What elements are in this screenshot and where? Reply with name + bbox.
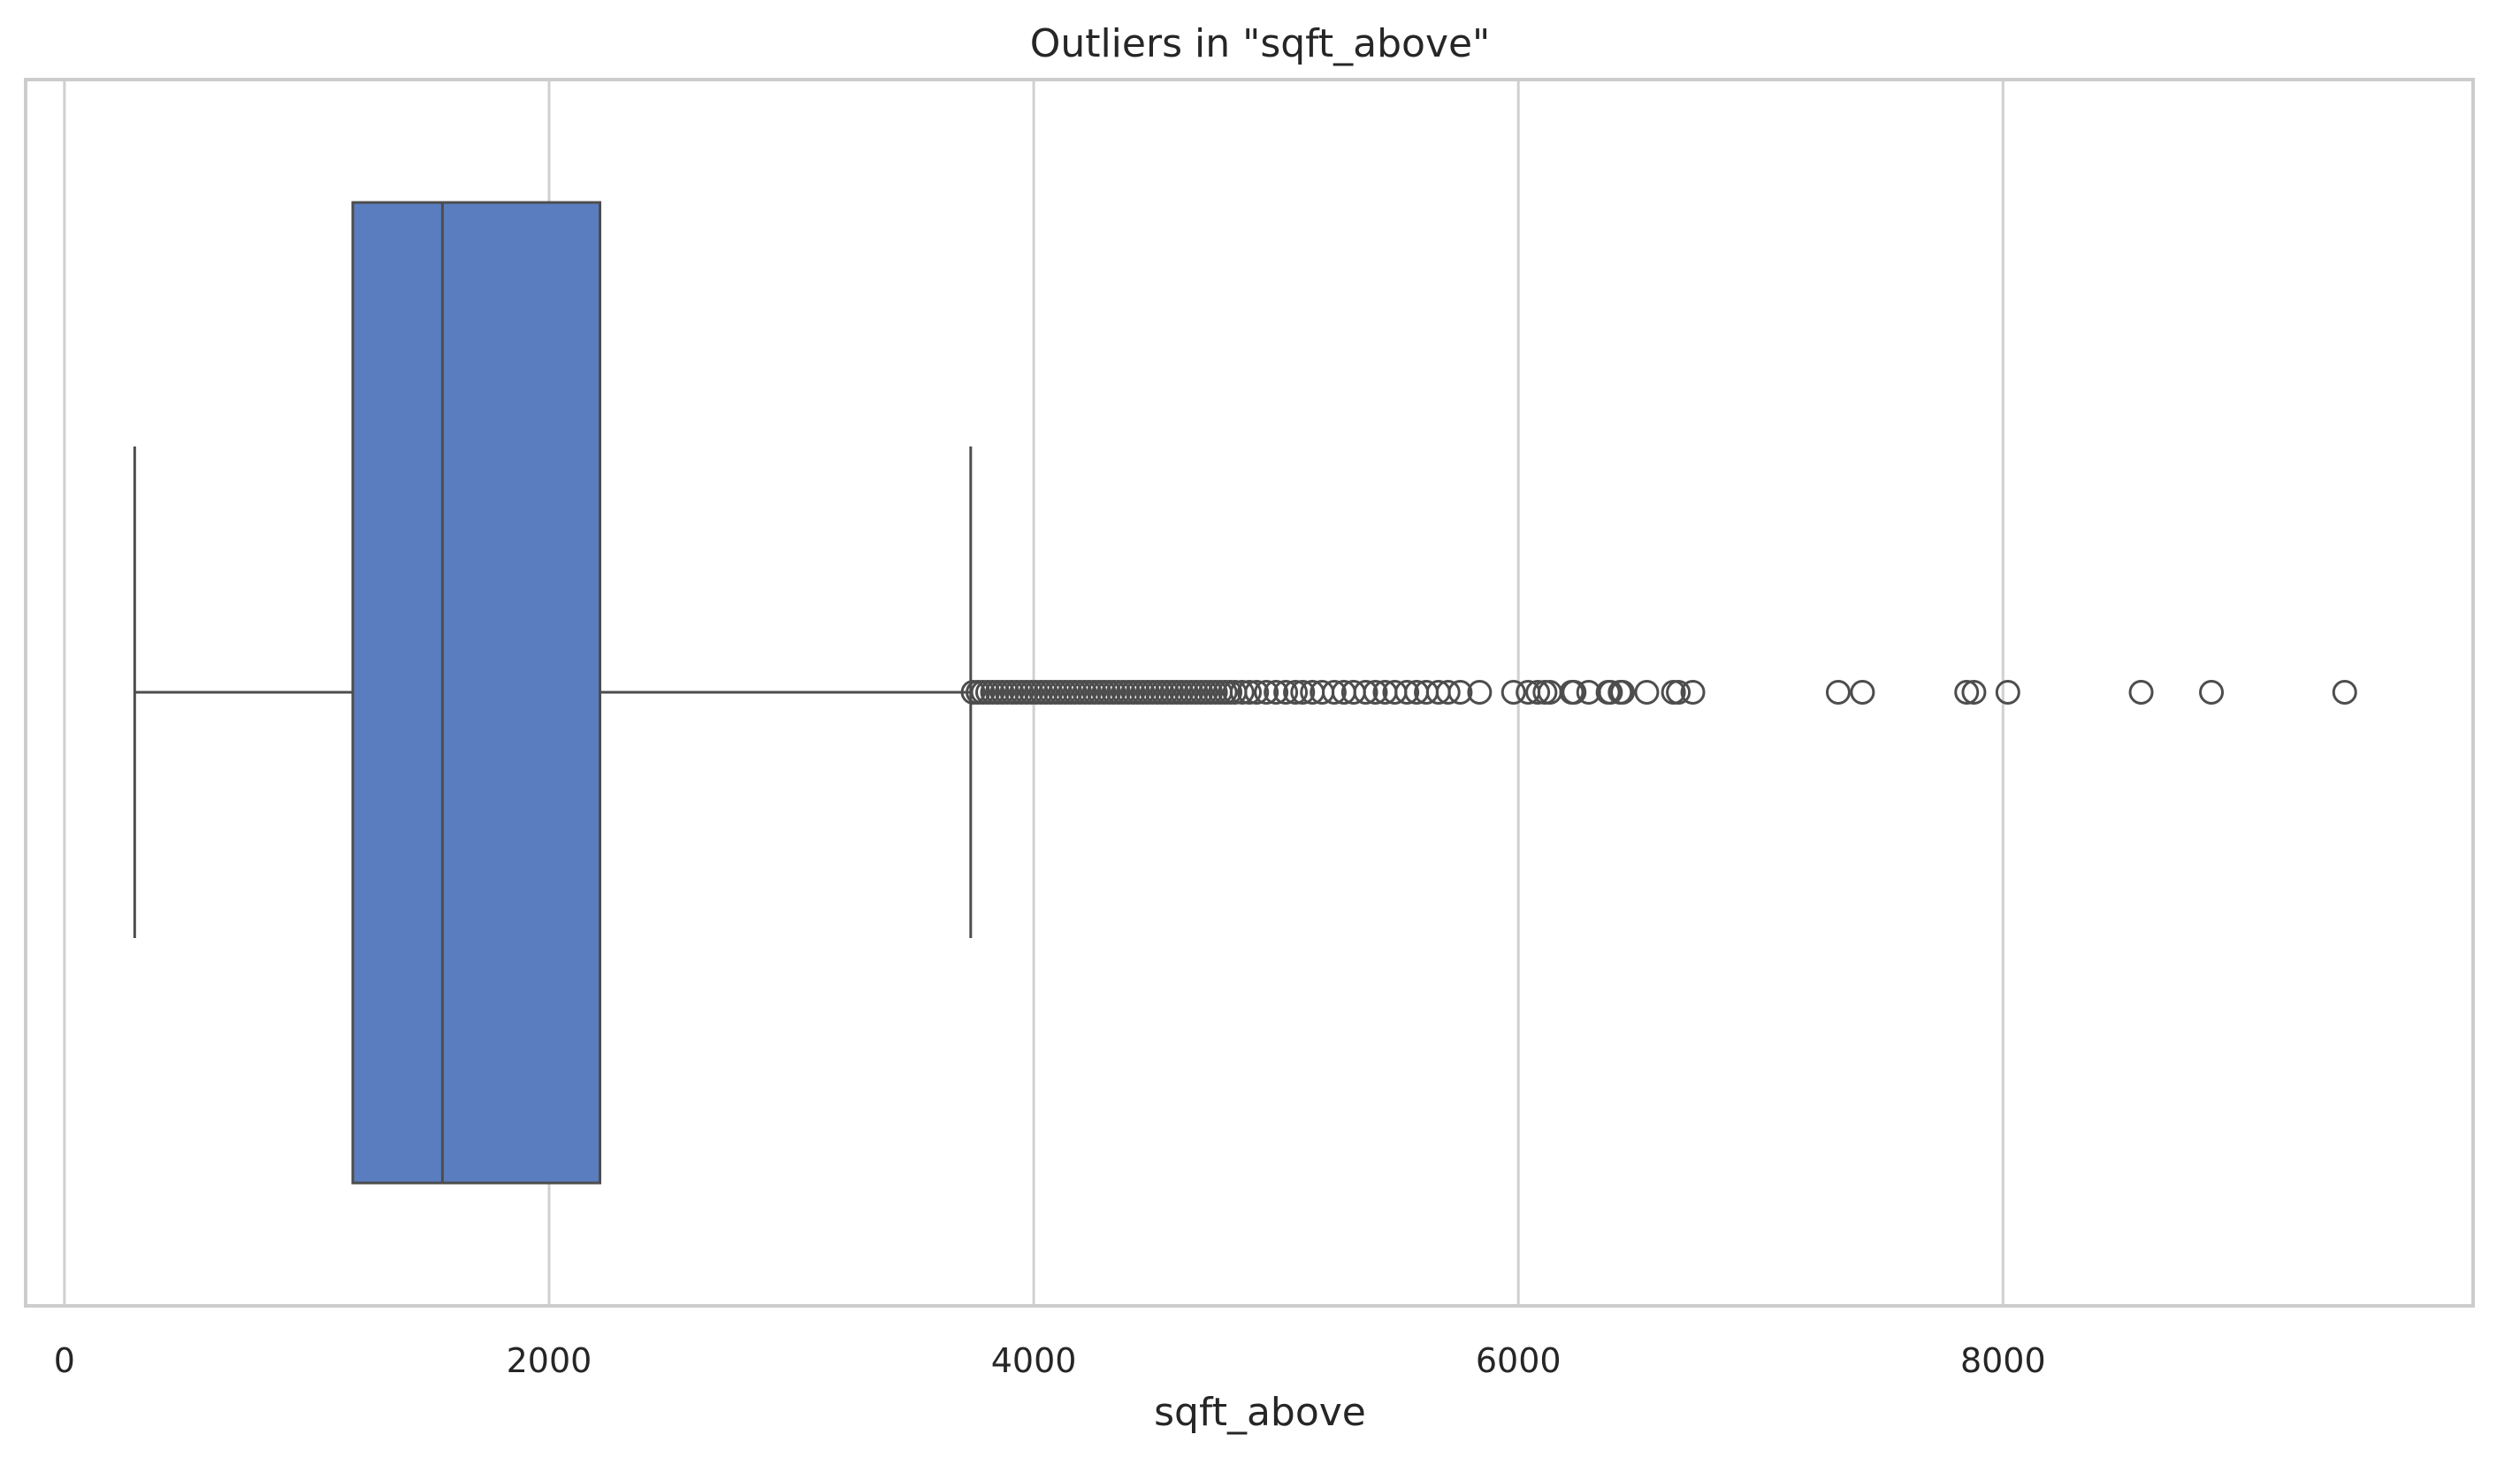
outlier-point	[1825, 680, 1851, 705]
outlier-point	[1850, 680, 1875, 705]
outlier-point	[1610, 680, 1636, 705]
outlier-point	[1598, 680, 1623, 705]
outlier-point	[1394, 680, 1420, 705]
outlier-point	[1634, 680, 1660, 705]
iqr-box	[351, 201, 602, 1185]
outlier-point	[1562, 680, 1587, 705]
box-plot	[133, 201, 973, 1185]
x-tick-labels: 0 2000 4000 6000 8000	[54, 1341, 2046, 1380]
outlier-point	[1237, 680, 1262, 705]
outlier-point	[1961, 680, 1987, 705]
outlier-point	[1254, 680, 1279, 705]
outlier-point	[1501, 680, 1526, 705]
chart-title: Outliers in "sqft_above"	[1030, 21, 1491, 66]
outlier-point	[1525, 680, 1551, 705]
outlier-point	[1229, 680, 1255, 705]
outlier-point	[1435, 680, 1461, 705]
outlier-point	[1353, 680, 1378, 705]
outlier-point	[1283, 680, 1309, 705]
outlier-point	[2199, 680, 2225, 705]
outlier-point	[2128, 680, 2154, 705]
outlier-point	[1404, 680, 1430, 705]
outlier-point	[1290, 680, 1316, 705]
outlier-point	[1954, 680, 1980, 705]
outlier-point	[1447, 680, 1473, 705]
x-tick-label: 4000	[991, 1341, 1077, 1380]
outlier-point	[1331, 680, 1356, 705]
outlier-points	[960, 680, 2357, 705]
x-tick-label: 0	[54, 1341, 75, 1380]
outlier-point	[1363, 680, 1388, 705]
plot-frame	[24, 78, 2475, 1308]
x-tick-label: 2000	[507, 1341, 592, 1380]
x-tick-label: 6000	[1476, 1341, 1562, 1380]
outlier-point	[1264, 680, 1289, 705]
outlier-point	[1244, 680, 1270, 705]
x-axis-label: sqft_above	[1154, 1390, 1366, 1435]
outlier-point	[1666, 680, 1691, 705]
outlier-point	[2332, 680, 2357, 705]
outlier-point	[1995, 680, 2020, 705]
outlier-point	[1321, 680, 1347, 705]
outlier-point	[1680, 680, 1706, 705]
x-tick-label: 8000	[1960, 1341, 2046, 1380]
outlier-point	[1300, 680, 1325, 705]
outlier-point	[1273, 680, 1299, 705]
outlier-point	[1467, 680, 1493, 705]
